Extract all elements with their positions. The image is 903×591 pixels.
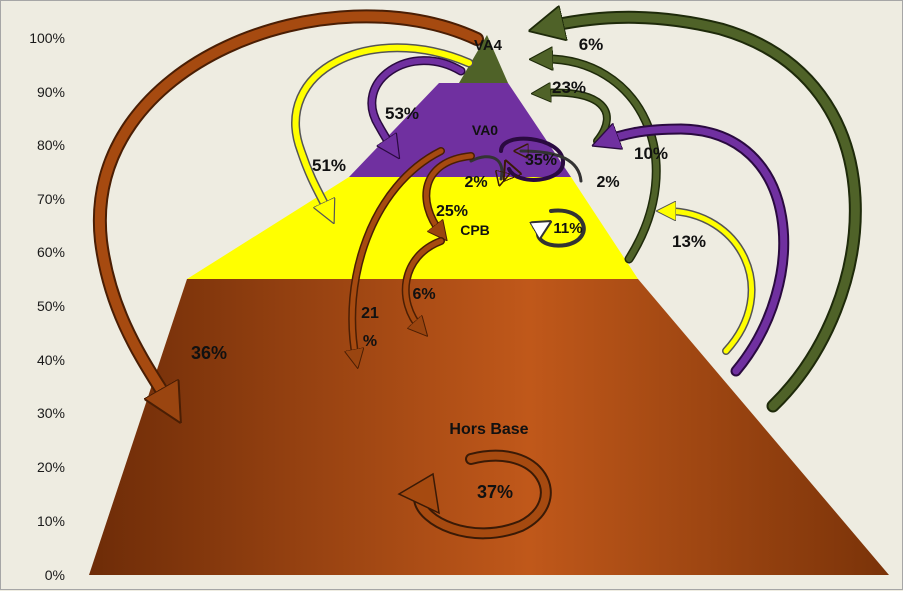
y-tick-100: 100% [29, 30, 65, 46]
arrow-va0-to-cpb-2 [469, 155, 502, 179]
flow-label-2-left: 2% [464, 174, 487, 191]
level-va4 [459, 35, 508, 83]
arrow-hors-base-self-head [397, 472, 440, 515]
arrow-cpb-to-va0-2 [521, 151, 583, 183]
flow-labels: 36% 51% 53% 6% 23% 10% 35% 2% 2% 25% 11%… [191, 35, 706, 502]
flow-label-11: 11% [553, 220, 582, 237]
arrow-va0-self [499, 136, 565, 180]
flow-label-25: 25% [436, 203, 468, 220]
y-tick-80: 80% [37, 137, 65, 153]
flow-label-21-line2: % [363, 333, 377, 350]
y-tick-90: 90% [37, 84, 65, 100]
level-cpb [187, 177, 638, 279]
arrow-cpb-self [538, 208, 586, 248]
y-axis: 0% 10% 20% 30% 40% 50% 60% 70% 80% 90% 1… [29, 30, 65, 583]
y-tick-10: 10% [37, 513, 65, 529]
level-hors-base [89, 279, 889, 575]
flow-label-13: 13% [672, 232, 706, 251]
flow-label-21-line1: 21 [361, 305, 379, 322]
level-labels: VA4 VA0 CPB Hors Base [449, 37, 528, 438]
y-tick-70: 70% [37, 191, 65, 207]
pyramid [89, 35, 889, 575]
flow-label-36: 36% [191, 343, 227, 363]
y-tick-0: 0% [45, 567, 65, 583]
flow-arrows [92, 16, 862, 540]
level-label-va4: VA4 [474, 37, 503, 54]
flow-label-6-top: 6% [579, 35, 604, 54]
flow-label-53: 53% [385, 104, 419, 123]
flow-label-2-right: 2% [596, 174, 619, 191]
y-tick-60: 60% [37, 244, 65, 260]
flow-label-51: 51% [312, 156, 346, 175]
y-tick-30: 30% [37, 405, 65, 421]
level-label-cpb: CPB [460, 222, 490, 238]
y-tick-40: 40% [37, 352, 65, 368]
y-tick-50: 50% [37, 298, 65, 314]
y-tick-20: 20% [37, 459, 65, 475]
flow-label-10: 10% [634, 144, 668, 163]
level-label-va0: VA0 [472, 122, 498, 138]
flow-label-6-mid: 6% [412, 286, 435, 303]
flow-label-35: 35% [525, 152, 557, 169]
level-label-hors-base: Hors Base [449, 421, 528, 438]
flow-label-23: 23% [552, 78, 586, 97]
flow-label-37: 37% [477, 482, 513, 502]
